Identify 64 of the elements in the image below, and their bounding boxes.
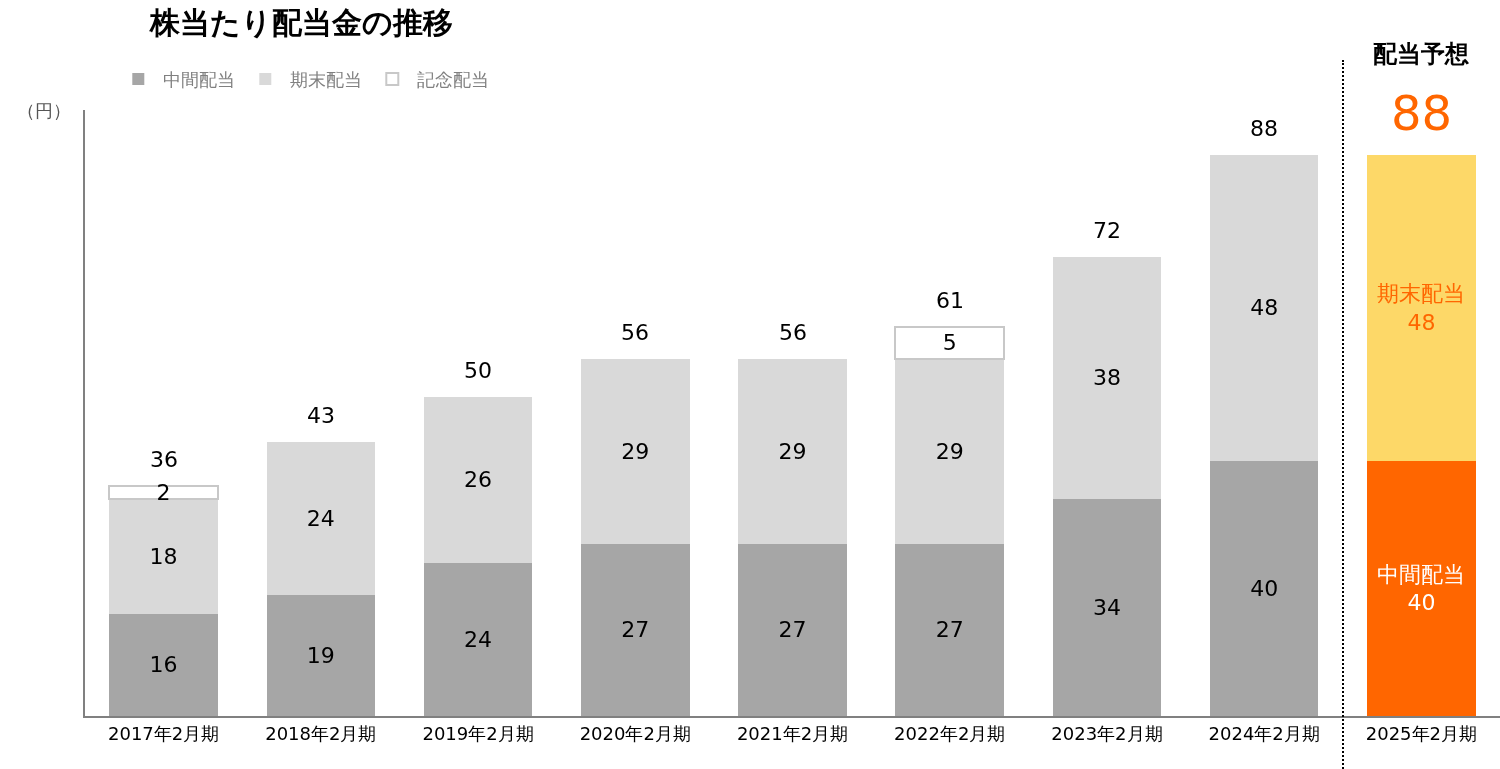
total-label: 88	[1391, 85, 1453, 141]
data-label: 27	[935, 617, 964, 643]
legend-label: 中間配当	[163, 69, 236, 91]
bar	[109, 613, 218, 716]
x-tick-label: 2018年2月期	[265, 722, 377, 744]
bar	[423, 562, 533, 716]
bar	[1209, 154, 1319, 461]
data-label: 29	[621, 438, 650, 464]
total-label: 56	[779, 320, 807, 345]
data-label: 18	[149, 544, 178, 570]
total-label: 36	[150, 447, 178, 472]
data-label: 27	[778, 617, 807, 643]
bar	[109, 499, 218, 614]
data-label: 29	[778, 438, 807, 464]
x-tick-label: 2017年2月期	[107, 722, 220, 744]
bar	[423, 397, 533, 563]
legend-label: 期末配当	[290, 69, 363, 91]
chart-title: 株当たり配当金の推移	[149, 4, 453, 40]
data-label: 中間配当 40	[1377, 561, 1466, 616]
bar	[895, 358, 1004, 544]
data-label: 5	[942, 330, 957, 356]
x-tick-label: 2023年2月期	[1051, 722, 1163, 744]
data-label: 2	[156, 480, 171, 506]
data-label: 34	[1092, 595, 1121, 621]
y-axis-title: （円）	[17, 100, 71, 121]
total-label: 43	[307, 403, 335, 428]
bar	[108, 485, 219, 501]
total-label: 72	[1093, 218, 1121, 243]
data-label: 24	[464, 626, 493, 652]
bar	[894, 325, 1005, 360]
bar	[1052, 499, 1162, 716]
data-label: 40	[1250, 575, 1279, 601]
bar	[738, 543, 847, 716]
bar	[895, 543, 1004, 716]
bar	[738, 358, 847, 544]
bar	[266, 594, 376, 716]
total-label: 88	[1250, 116, 1278, 141]
data-label: 16	[149, 652, 178, 678]
data-label: 27	[621, 617, 650, 643]
data-label: 26	[464, 467, 493, 493]
x-tick-label: 2025年2月期	[1365, 722, 1478, 744]
x-tick-label: 2024年2月期	[1208, 722, 1320, 744]
x-tick-label: 2019年2月期	[422, 722, 534, 744]
bar	[1052, 256, 1162, 500]
data-label: 期末配当 48	[1377, 280, 1466, 335]
total-label: 61	[936, 288, 964, 313]
total-label: 50	[464, 358, 492, 383]
data-label: 19	[306, 642, 335, 668]
bar	[581, 543, 690, 716]
data-label: 24	[306, 505, 335, 531]
x-tick-label: 2020年2月期	[579, 722, 691, 744]
bar	[581, 358, 690, 544]
x-tick-label: 2022年2月期	[894, 722, 1006, 744]
legend-label: 記念配当	[417, 69, 490, 91]
bar	[1209, 460, 1319, 716]
text: 配当予想	[1373, 40, 1469, 68]
bar	[1367, 460, 1476, 716]
data-label: 48	[1250, 295, 1279, 321]
data-label: 29	[935, 438, 964, 464]
data-label: 38	[1092, 365, 1121, 391]
total-label: 56	[621, 320, 649, 345]
x-tick-label: 2021年2月期	[736, 722, 849, 744]
bar	[266, 441, 376, 595]
bar	[1367, 154, 1476, 461]
